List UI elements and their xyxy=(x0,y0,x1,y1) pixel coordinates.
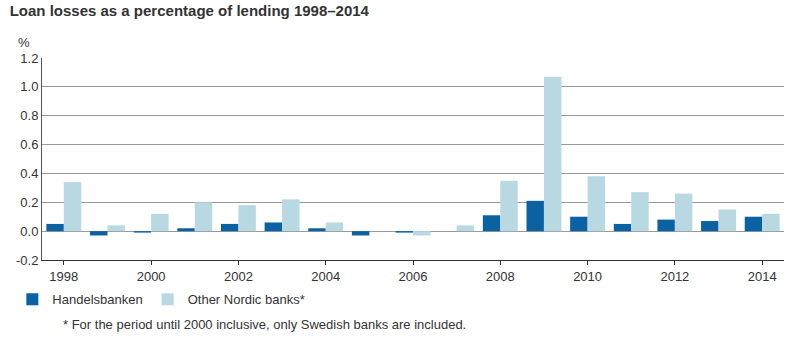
svg-text:0.0: 0.0 xyxy=(20,224,38,239)
svg-text:0.4: 0.4 xyxy=(20,166,38,181)
svg-text:* For the period until 2000 in: * For the period until 2000 inclusive, o… xyxy=(63,317,466,332)
svg-text:2014: 2014 xyxy=(748,269,777,284)
svg-text:-0.2: -0.2 xyxy=(16,253,38,268)
svg-text:Loan losses as a percentage of: Loan losses as a percentage of lending 1… xyxy=(10,2,370,19)
svg-text:2006: 2006 xyxy=(399,269,428,284)
svg-text:%: % xyxy=(18,35,30,50)
svg-text:2012: 2012 xyxy=(660,269,689,284)
svg-text:0.8: 0.8 xyxy=(20,108,38,123)
svg-text:2008: 2008 xyxy=(486,269,515,284)
svg-text:1.2: 1.2 xyxy=(20,51,38,66)
svg-text:2000: 2000 xyxy=(137,269,166,284)
svg-text:2010: 2010 xyxy=(573,269,602,284)
svg-text:0.2: 0.2 xyxy=(20,195,38,210)
svg-text:1.0: 1.0 xyxy=(20,79,38,94)
svg-text:Other Nordic banks*: Other Nordic banks* xyxy=(188,292,305,307)
svg-text:0.6: 0.6 xyxy=(20,137,38,152)
svg-text:2002: 2002 xyxy=(224,269,253,284)
svg-text:Handelsbanken: Handelsbanken xyxy=(52,292,142,307)
svg-text:1998: 1998 xyxy=(49,269,78,284)
svg-text:2004: 2004 xyxy=(311,269,340,284)
